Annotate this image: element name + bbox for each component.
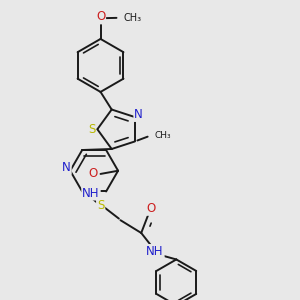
Text: S: S xyxy=(88,123,95,136)
Text: O: O xyxy=(146,202,155,215)
Text: CH₃: CH₃ xyxy=(124,13,142,23)
Text: NH: NH xyxy=(146,245,164,258)
Text: N: N xyxy=(62,161,71,174)
Text: NH: NH xyxy=(82,187,100,200)
Text: N: N xyxy=(134,108,143,121)
Text: O: O xyxy=(96,11,105,23)
Text: CH₃: CH₃ xyxy=(154,131,171,140)
Text: O: O xyxy=(88,167,98,180)
Text: S: S xyxy=(97,199,104,212)
